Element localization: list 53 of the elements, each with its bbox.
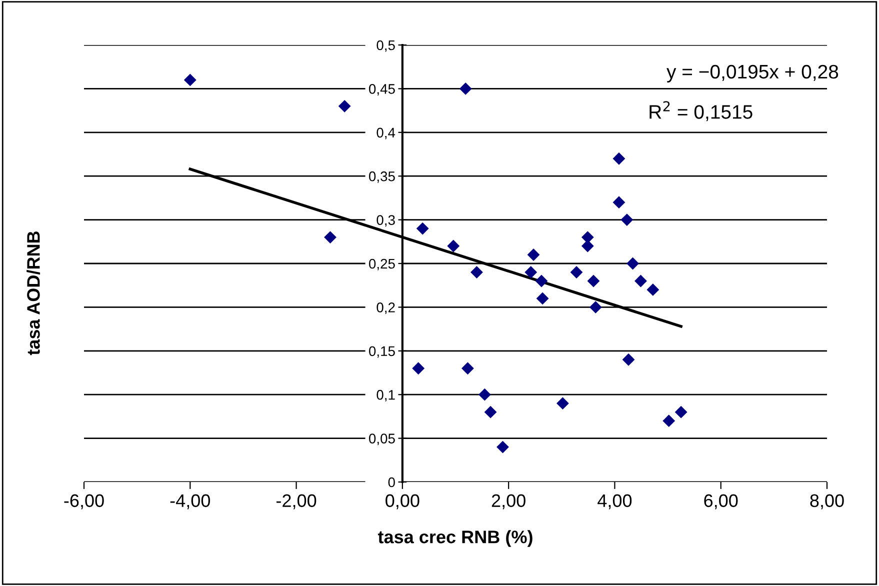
point [536, 292, 549, 305]
point [535, 274, 548, 288]
point [581, 231, 594, 244]
point [484, 406, 497, 418]
point [622, 353, 635, 366]
point [459, 82, 472, 95]
point [412, 362, 425, 375]
point [496, 440, 509, 454]
point [620, 214, 634, 226]
y-tick-label: 0,25 [369, 258, 395, 270]
point [587, 274, 600, 288]
point [524, 266, 538, 278]
point [527, 248, 540, 261]
y-tick-label: 0,35 [369, 171, 395, 183]
point [461, 362, 474, 375]
x-tick-label: 6,00 [704, 494, 738, 510]
y-tick-label: 0,5 [376, 40, 395, 52]
point [338, 100, 351, 112]
point [612, 152, 626, 165]
point [662, 414, 676, 428]
y-tick-label: 0,4 [376, 128, 396, 140]
point [556, 397, 569, 410]
point [674, 406, 688, 418]
point [184, 74, 196, 86]
y-tick-label: 0 [388, 477, 395, 488]
point [646, 284, 660, 296]
x-tick-label: -6,00 [64, 494, 104, 510]
point [570, 266, 583, 278]
point [447, 240, 460, 252]
x-tick-label: 4,00 [598, 494, 632, 510]
point [324, 231, 336, 244]
point [416, 222, 429, 235]
point [612, 196, 626, 209]
x-tick-label: 2,00 [492, 494, 526, 510]
x-tick-label: -2,00 [276, 494, 316, 510]
y-tick-label: 0,45 [369, 84, 395, 96]
point [634, 274, 647, 288]
y-tick-label: 0,2 [376, 302, 395, 314]
annotation: y = −0,0195x + 0,28 [666, 64, 838, 82]
y-tick-label: 0,1 [376, 390, 395, 402]
point [470, 266, 483, 278]
x-tick-label: 0,00 [386, 494, 420, 510]
y-tick-label: 0,3 [376, 215, 395, 227]
y-tick-label: 0,15 [369, 346, 395, 358]
point [478, 388, 491, 401]
x-tick-label: -4,00 [170, 494, 210, 510]
x-axis-title: tasa crec RNB (%) [378, 530, 532, 547]
point [589, 300, 602, 314]
point [626, 257, 639, 270]
y-tick-label: 0,05 [369, 434, 395, 446]
y-axis-title: tasa AOD/RNB [26, 231, 40, 356]
x-tick-label: 8,00 [810, 494, 844, 510]
annotation: R$^{2}$ = 0,1515 [650, 101, 752, 122]
